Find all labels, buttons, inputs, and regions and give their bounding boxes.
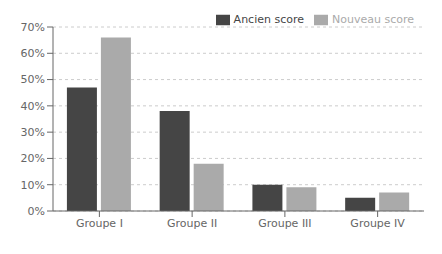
svg-text:50%: 50% [21, 73, 45, 86]
svg-text:0%: 0% [28, 205, 45, 218]
svg-text:Groupe II: Groupe II [167, 217, 217, 230]
svg-text:Groupe IV: Groupe IV [350, 217, 405, 230]
svg-text:70%: 70% [21, 21, 45, 34]
svg-text:Groupe I: Groupe I [76, 217, 123, 230]
svg-text:40%: 40% [21, 100, 45, 113]
html-text:Ancien score: Ancien score [233, 13, 304, 26]
svg-text:10%: 10% [21, 179, 45, 192]
svg-text:20%: 20% [21, 152, 45, 165]
svg-text:Groupe III: Groupe III [258, 217, 312, 230]
svg-text:30%: 30% [21, 126, 45, 139]
svg-text:60%: 60% [21, 47, 45, 60]
html-text:Nouveau score: Nouveau score [332, 13, 414, 26]
